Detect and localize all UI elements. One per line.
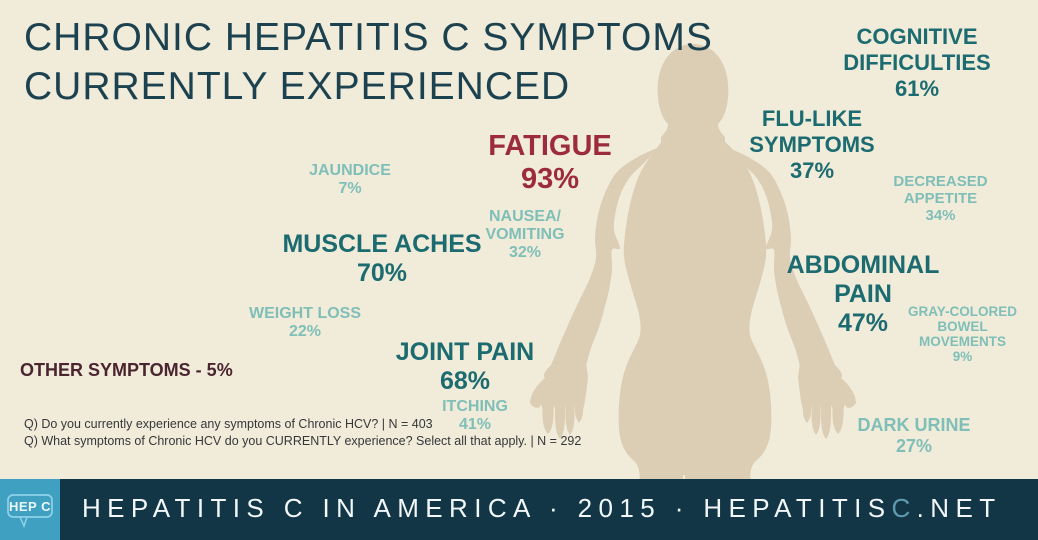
svg-text:HEP C: HEP C <box>9 499 51 514</box>
